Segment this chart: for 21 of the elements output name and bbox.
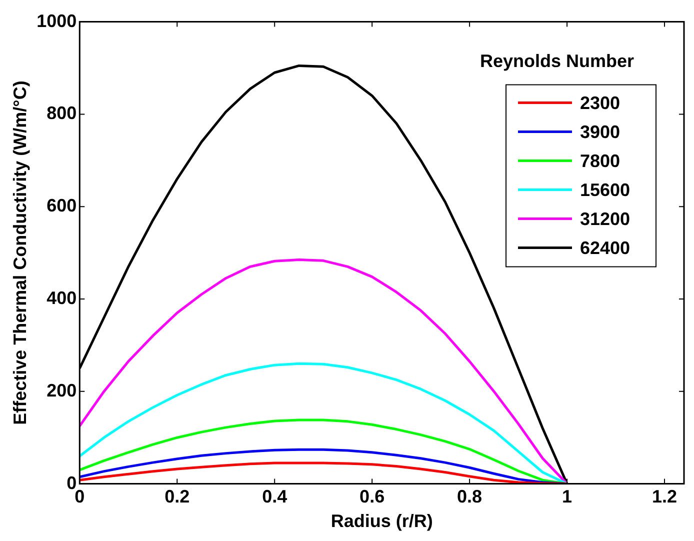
y-tick-label: 200 (46, 380, 77, 400)
x-tick-label: 0.6 (360, 486, 385, 507)
legend-label: 15600 (580, 180, 630, 200)
x-tick-label: 0.2 (164, 486, 190, 507)
y-tick-label: 600 (46, 196, 77, 216)
legend-label: 31200 (580, 208, 630, 229)
legend-label: 2300 (580, 92, 620, 113)
x-tick-label: 1.2 (652, 486, 678, 507)
x-axis-title: Radius (r/R) (330, 511, 433, 532)
x-tick-label: 0.4 (262, 486, 288, 507)
legend-label: 62400 (580, 238, 630, 258)
y-tick-label: 0 (66, 472, 77, 493)
legend-label: 7800 (580, 150, 620, 171)
legend-label: 3900 (580, 122, 620, 142)
y-tick-label: 400 (46, 288, 77, 308)
x-tick-label: 0.8 (457, 486, 482, 507)
y-tick-label: 1000 (36, 10, 77, 31)
x-tick-label: 1 (562, 486, 572, 507)
legend-title: Reynolds Number (480, 50, 634, 71)
y-axis-title: Effective Thermal Conductivity (W/m/°C) (10, 80, 30, 425)
y-tick-label: 800 (46, 103, 77, 124)
